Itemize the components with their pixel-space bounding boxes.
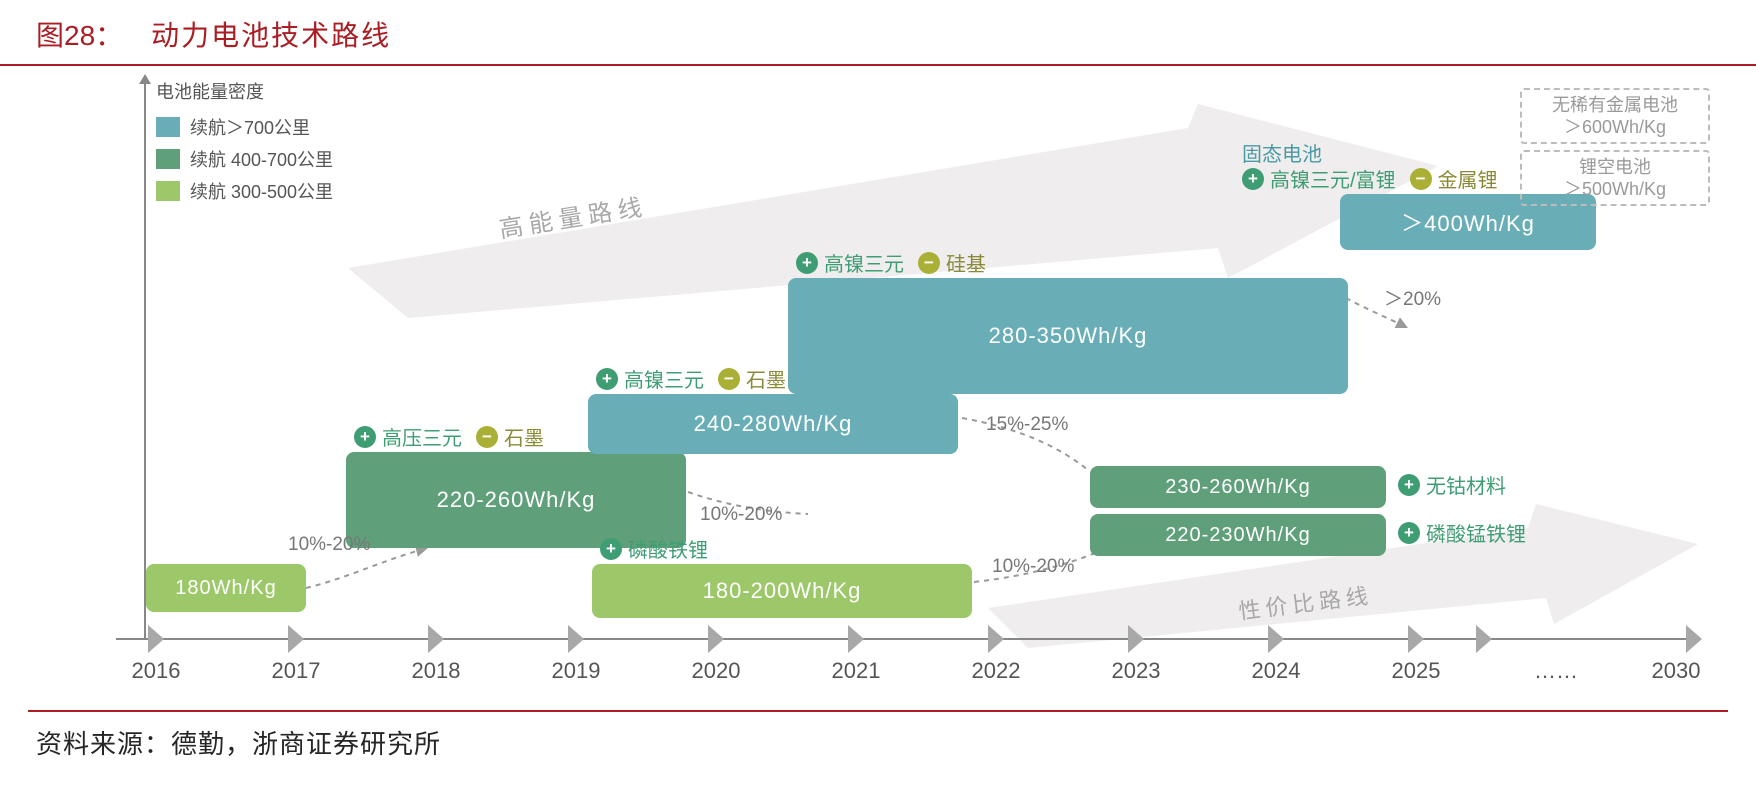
source-line: 资料来源：德勤，浙商证券研究所: [36, 724, 441, 761]
side-label: + 无钴材料: [1398, 470, 1506, 499]
x-tick: 2030: [1652, 658, 1701, 684]
plus-icon: +: [600, 538, 622, 560]
chem-tag-b400: + 高镍三元/富锂−金属锂: [1242, 164, 1498, 193]
cathode-label: 高镍三元: [824, 248, 904, 277]
future-block-fb_liair: 锂空电池＞500Wh/Kg: [1520, 150, 1710, 206]
axis-chevron-icon: [988, 625, 1004, 653]
plus-icon: +: [354, 426, 376, 448]
plus-icon: +: [1398, 474, 1420, 496]
axis-chevron-icon: [1686, 625, 1702, 653]
legend-label: 续航 300-500公里: [190, 178, 333, 204]
figure-number: 图28：: [36, 14, 123, 54]
plus-icon: +: [1242, 168, 1264, 190]
future-block-value: ＞600Wh/Kg: [1564, 116, 1666, 139]
x-tick: 2017: [272, 658, 321, 684]
tech-block-b180_200: 180-200Wh/Kg: [592, 564, 972, 618]
minus-icon: −: [476, 426, 498, 448]
minus-icon: −: [718, 368, 740, 390]
legend: 续航＞700公里续航 400-700公里续航 300-500公里: [156, 114, 333, 210]
axis-chevron-icon: [848, 625, 864, 653]
future-block-fb_rare: 无稀有金属电池＞600Wh/Kg: [1520, 88, 1710, 144]
roadmap-chart: 高能量路线 性价比路线 电池能量密度 2016 2017 2018 2019 2020 2…: [28, 78, 1728, 698]
block-header: 固态电池: [1242, 138, 1322, 167]
chem-tag-b280_350: + 高镍三元−硅基: [796, 248, 986, 277]
chem-tag-b240_280: + 高镍三元−石墨: [596, 364, 786, 393]
future-block-value: ＞500Wh/Kg: [1564, 178, 1666, 201]
cathode-label: 磷酸铁锂: [628, 534, 708, 563]
cathode-label: 高镍三元/富锂: [1270, 164, 1396, 193]
x-tick: ……: [1534, 658, 1578, 684]
side-label-text: 磷酸锰铁锂: [1426, 518, 1526, 547]
legend-item: 续航＞700公里: [156, 114, 333, 140]
minus-icon: −: [1410, 168, 1432, 190]
axis-chevron-icon: [428, 625, 444, 653]
figure-title: 动力电池技术路线: [151, 14, 391, 54]
tech-block-b230_260: 230-260Wh/Kg: [1090, 466, 1386, 508]
x-tick: 2019: [552, 658, 601, 684]
x-tick: 2023: [1112, 658, 1161, 684]
axis-chevron-icon: [148, 625, 164, 653]
anode-label: 金属锂: [1438, 164, 1498, 193]
x-axis-chevrons: [116, 625, 1696, 653]
figure-header: 图28： 动力电池技术路线: [0, 0, 1756, 66]
percent-annotation: 10%-20%: [700, 504, 782, 526]
x-tick: 2022: [972, 658, 1021, 684]
chem-tag-b180_200: + 磷酸铁锂: [600, 534, 708, 563]
minus-icon: −: [918, 252, 940, 274]
future-block-title: 无稀有金属电池: [1552, 94, 1678, 117]
plus-icon: +: [596, 368, 618, 390]
tech-block-b220_230: 220-230Wh/Kg: [1090, 514, 1386, 556]
cathode-label: 高镍三元: [624, 364, 704, 393]
x-tick: 2018: [412, 658, 461, 684]
high-energy-route-label: 高能量路线: [496, 186, 650, 244]
plus-icon: +: [796, 252, 818, 274]
anode-label: 硅基: [946, 248, 986, 277]
legend-swatch-icon: [156, 181, 180, 201]
axis-chevron-icon: [1476, 625, 1492, 653]
future-block-title: 锂空电池: [1579, 156, 1651, 179]
axis-chevron-icon: [1408, 625, 1424, 653]
chem-tag-b220_260: + 高压三元−石墨: [354, 422, 544, 451]
axis-chevron-icon: [568, 625, 584, 653]
legend-label: 续航＞700公里: [190, 114, 310, 140]
side-label: + 磷酸锰铁锂: [1398, 518, 1526, 547]
legend-swatch-icon: [156, 117, 180, 137]
tech-block-b180: 180Wh/Kg: [146, 564, 306, 612]
side-label-text: 无钴材料: [1426, 470, 1506, 499]
bottom-rule: [28, 710, 1728, 712]
percent-annotation: 15%-25%: [986, 414, 1068, 436]
tech-block-b240_280: 240-280Wh/Kg: [588, 394, 958, 454]
tech-block-b280_350: 280-350Wh/Kg: [788, 278, 1348, 394]
axis-chevron-icon: [708, 625, 724, 653]
plus-icon: +: [1398, 522, 1420, 544]
x-tick: 2020: [692, 658, 741, 684]
axis-chevron-icon: [1268, 625, 1284, 653]
legend-label: 续航 400-700公里: [190, 146, 333, 172]
x-tick: 2016: [132, 658, 181, 684]
percent-annotation: 10%-20%: [992, 556, 1074, 578]
percent-annotation: 10%-20%: [288, 534, 370, 556]
axis-chevron-icon: [288, 625, 304, 653]
legend-swatch-icon: [156, 149, 180, 169]
x-tick: 2025: [1392, 658, 1441, 684]
legend-item: 续航 400-700公里: [156, 146, 333, 172]
cathode-label: 高压三元: [382, 422, 462, 451]
x-tick: 2021: [832, 658, 881, 684]
anode-label: 石墨: [746, 364, 786, 393]
legend-item: 续航 300-500公里: [156, 178, 333, 204]
axis-chevron-icon: [1128, 625, 1144, 653]
y-axis-label: 电池能量密度: [156, 78, 264, 104]
y-axis: [144, 82, 146, 638]
percent-annotation: ＞20%: [1384, 284, 1441, 311]
anode-label: 石墨: [504, 422, 544, 451]
x-tick: 2024: [1252, 658, 1301, 684]
cost-perf-route-label: 性价比路线: [1237, 578, 1375, 626]
